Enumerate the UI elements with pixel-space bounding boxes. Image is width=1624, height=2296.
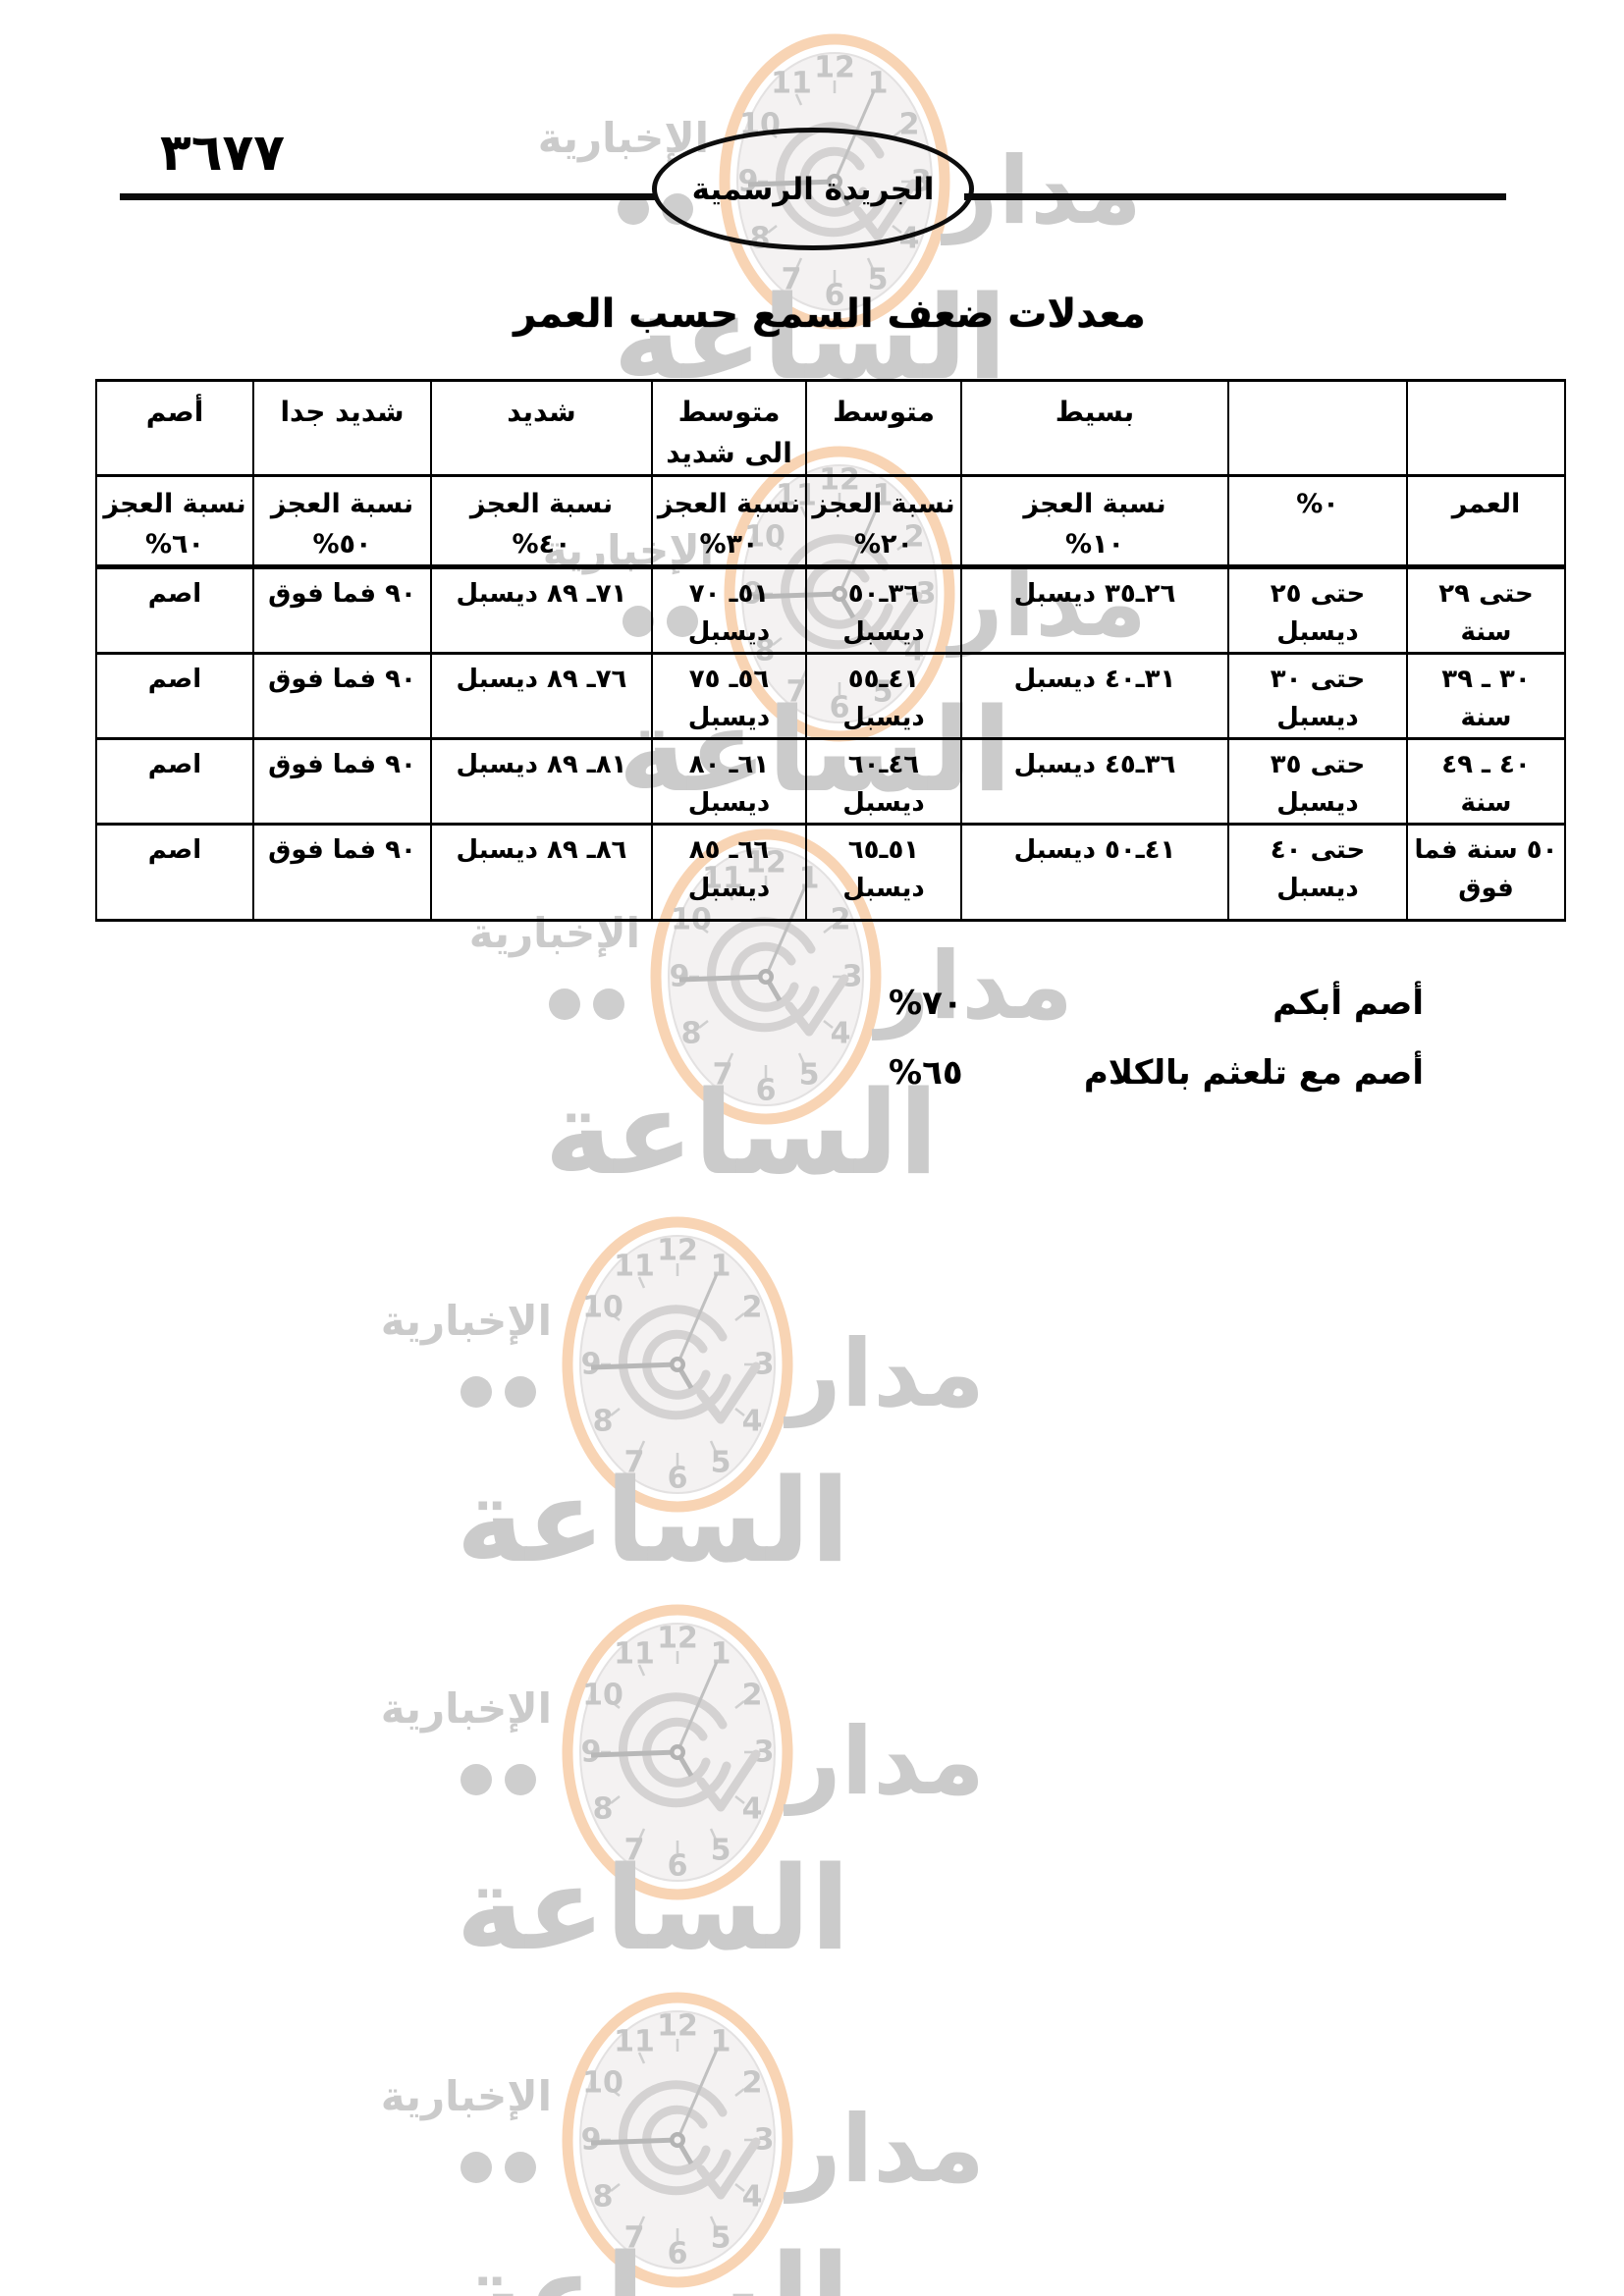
document-title: معدلات ضعف السمع حسب العمر <box>514 292 1146 337</box>
header-rule-right <box>964 193 1506 200</box>
table-cell: ٥٠ سنة فما فوق <box>1406 823 1566 922</box>
header-cell <box>1227 379 1408 477</box>
header-cell: شديد <box>430 379 653 477</box>
table-cell: حتى ٤٠ ديسبل <box>1227 823 1408 922</box>
table-row: ٣٠ ـ ٣٩ سنة حتى ٣٠ ديسبل ٣١ـ٤٠ ديسبل ٤١ـ… <box>95 652 1566 740</box>
table-cell: اصم <box>95 737 254 826</box>
note-row-deaf-mute: أصم أبكم ٧٠% <box>889 984 1424 1053</box>
gazette-oval: الجريدة الرسمية <box>652 128 974 250</box>
table-cell: ٩٠ فما فوق <box>252 737 432 826</box>
table-cell: ٤٠ ـ ٤٩ سنة <box>1406 737 1566 826</box>
table-cell: ٥١ـ٦٥ ديسبل <box>805 823 962 922</box>
table-cell: حتى ٣٥ ديسبل <box>1227 737 1408 826</box>
table-cell: ٢٦ـ٣٥ ديسبل <box>960 564 1229 655</box>
table-cell: حتى ٢٩ سنة <box>1406 564 1566 655</box>
header-cell <box>1406 379 1566 477</box>
table-header-row-disability: العمر ٠% نسبة العجز ١٠% نسبة العجز ٢٠% ن… <box>95 474 1566 568</box>
table-cell: حتى ٢٥ ديسبل <box>1227 564 1408 655</box>
header-cell: متوسط الى شديد <box>651 379 807 477</box>
note-label: أصم أبكم <box>1272 984 1424 1023</box>
header-cell: نسبة العجز ٥٠% <box>252 474 432 568</box>
table-cell: ٤١ـ٥٠ ديسبل <box>960 823 1229 922</box>
header-cell: نسبة العجز ٣٠% <box>651 474 807 568</box>
header-cell: نسبة العجز ٦٠% <box>95 474 254 568</box>
gazette-title: الجريدة الرسمية <box>691 171 935 207</box>
table-cell: ٩٠ فما فوق <box>252 823 432 922</box>
table-cell: ٤٦ـ٦٠ ديسبل <box>805 737 962 826</box>
header-cell: العمر <box>1406 474 1566 568</box>
table-row: ٥٠ سنة فما فوق حتى ٤٠ ديسبل ٤١ـ٥٠ ديسبل … <box>95 823 1566 922</box>
table-cell: ٩٠ فما فوق <box>252 564 432 655</box>
page-number: ٣٦٧٧ <box>160 124 285 183</box>
table-row: حتى ٢٩ سنة حتى ٢٥ ديسبل ٢٦ـ٣٥ ديسبل ٣٦ـ٥… <box>95 564 1566 655</box>
table-cell: ٧١ـ ٨٩ ديسبل <box>430 564 653 655</box>
header-cell: نسبة العجز ١٠% <box>960 474 1229 568</box>
header-cell: أصم <box>95 379 254 477</box>
header-cell: متوسط <box>805 379 962 477</box>
hearing-loss-table: بسيط متوسط متوسط الى شديد شديد شديد جدا … <box>95 379 1566 922</box>
table-cell: ٣٦ـ٤٥ ديسبل <box>960 737 1229 826</box>
table-cell: ٦٦ـ ٨٥ ديسبل <box>651 823 807 922</box>
table-row: ٤٠ ـ ٤٩ سنة حتى ٣٥ ديسبل ٣٦ـ٤٥ ديسبل ٤٦ـ… <box>95 737 1566 826</box>
table-cell: ٥٦ـ ٧٥ ديسبل <box>651 652 807 740</box>
deafness-notes: أصم أبكم ٧٠% أصم مع تلعثم بالكلام ٦٥% <box>889 984 1424 1123</box>
header-cell: بسيط <box>960 379 1229 477</box>
note-label: أصم مع تلعثم بالكلام <box>1083 1053 1424 1093</box>
table-cell: اصم <box>95 564 254 655</box>
table-cell: ٣٦ـ٥٠ ديسبل <box>805 564 962 655</box>
note-value: ٦٥% <box>889 1053 963 1093</box>
table-cell: ٨٦ـ ٨٩ ديسبل <box>430 823 653 922</box>
table-cell: ٨١ـ ٨٩ ديسبل <box>430 737 653 826</box>
table-cell: ٩٠ فما فوق <box>252 652 432 740</box>
table-cell: ٤١ـ٥٥ ديسبل <box>805 652 962 740</box>
table-cell: ٥١ـ ٧٠ ديسبل <box>651 564 807 655</box>
table-cell: اصم <box>95 823 254 922</box>
table-cell: ٧٦ـ ٨٩ ديسبل <box>430 652 653 740</box>
table-cell: حتى ٣٠ ديسبل <box>1227 652 1408 740</box>
header-cell: نسبة العجز ٤٠% <box>430 474 653 568</box>
header-cell: نسبة العجز ٢٠% <box>805 474 962 568</box>
table-cell: ٦١ـ ٨٠ ديسبل <box>651 737 807 826</box>
header-cell: ٠% <box>1227 474 1408 568</box>
note-value: ٧٠% <box>889 984 963 1023</box>
table-cell: ٣٠ ـ ٣٩ سنة <box>1406 652 1566 740</box>
table-cell: ٣١ـ٤٠ ديسبل <box>960 652 1229 740</box>
table-cell: اصم <box>95 652 254 740</box>
header-cell: شديد جدا <box>252 379 432 477</box>
header-rule-left <box>120 193 656 200</box>
table-header-row-severity: بسيط متوسط متوسط الى شديد شديد شديد جدا … <box>95 379 1566 477</box>
note-row-deaf-stutter: أصم مع تلعثم بالكلام ٦٥% <box>889 1053 1424 1123</box>
